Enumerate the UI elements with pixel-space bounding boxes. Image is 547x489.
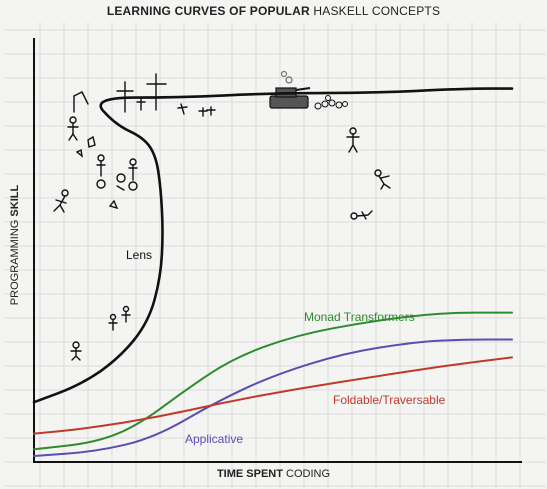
climber-figure-icon [108, 313, 118, 331]
series-line-foldable-traversable [33, 356, 513, 435]
rock-icon [75, 135, 119, 210]
series-line-lens [32, 87, 514, 404]
stick-figure-icon [67, 116, 79, 141]
label-applicative: Applicative [185, 432, 243, 446]
chart-title-regular: HASKELL CONCEPTS [313, 4, 441, 18]
climber-figure-icon [121, 305, 131, 323]
x-axis-label-bold: TIME SPENT [216, 468, 283, 480]
falling-figure-icon [116, 173, 126, 191]
cross-icon [136, 97, 146, 111]
series-line-monad-transformers [33, 311, 513, 451]
y-axis-label-regular: PROGRAMMING [9, 219, 21, 306]
cross-icon [206, 106, 216, 116]
stick-figure-icon [128, 158, 138, 191]
label-monad-transformers: Monad Transformers [304, 310, 415, 324]
grid [4, 22, 546, 488]
falling-figure-icon [374, 169, 391, 190]
x-axis-label: TIME SPENT CODING [0, 468, 547, 480]
x-axis-label-regular: CODING [286, 468, 331, 480]
falling-figure-icon [346, 127, 360, 153]
cross-icon [146, 73, 167, 111]
stick-figure-icon [70, 341, 82, 361]
series-line-applicative [33, 338, 513, 457]
rubble-icon [314, 95, 348, 110]
label-foldable-traversable: Foldable/Traversable [333, 393, 446, 407]
y-axis-label-bold: SKILL [9, 184, 21, 217]
series-group [32, 87, 514, 457]
falling-figure-icon [53, 189, 69, 213]
lying-figure-icon [350, 210, 373, 220]
chart-title-bold: LEARNING CURVES OF POPULAR [106, 4, 310, 18]
axes [33, 38, 522, 463]
flag-icon [73, 91, 89, 113]
chart-title: LEARNING CURVES OF POPULAR HASKELL CONCE… [0, 4, 547, 18]
cross-icon [177, 103, 188, 115]
y-axis-label: PROGRAMMING SKILL [9, 145, 23, 345]
stick-figure-icon [96, 154, 106, 189]
label-lens: Lens [126, 248, 152, 262]
cross-icon [198, 107, 208, 117]
